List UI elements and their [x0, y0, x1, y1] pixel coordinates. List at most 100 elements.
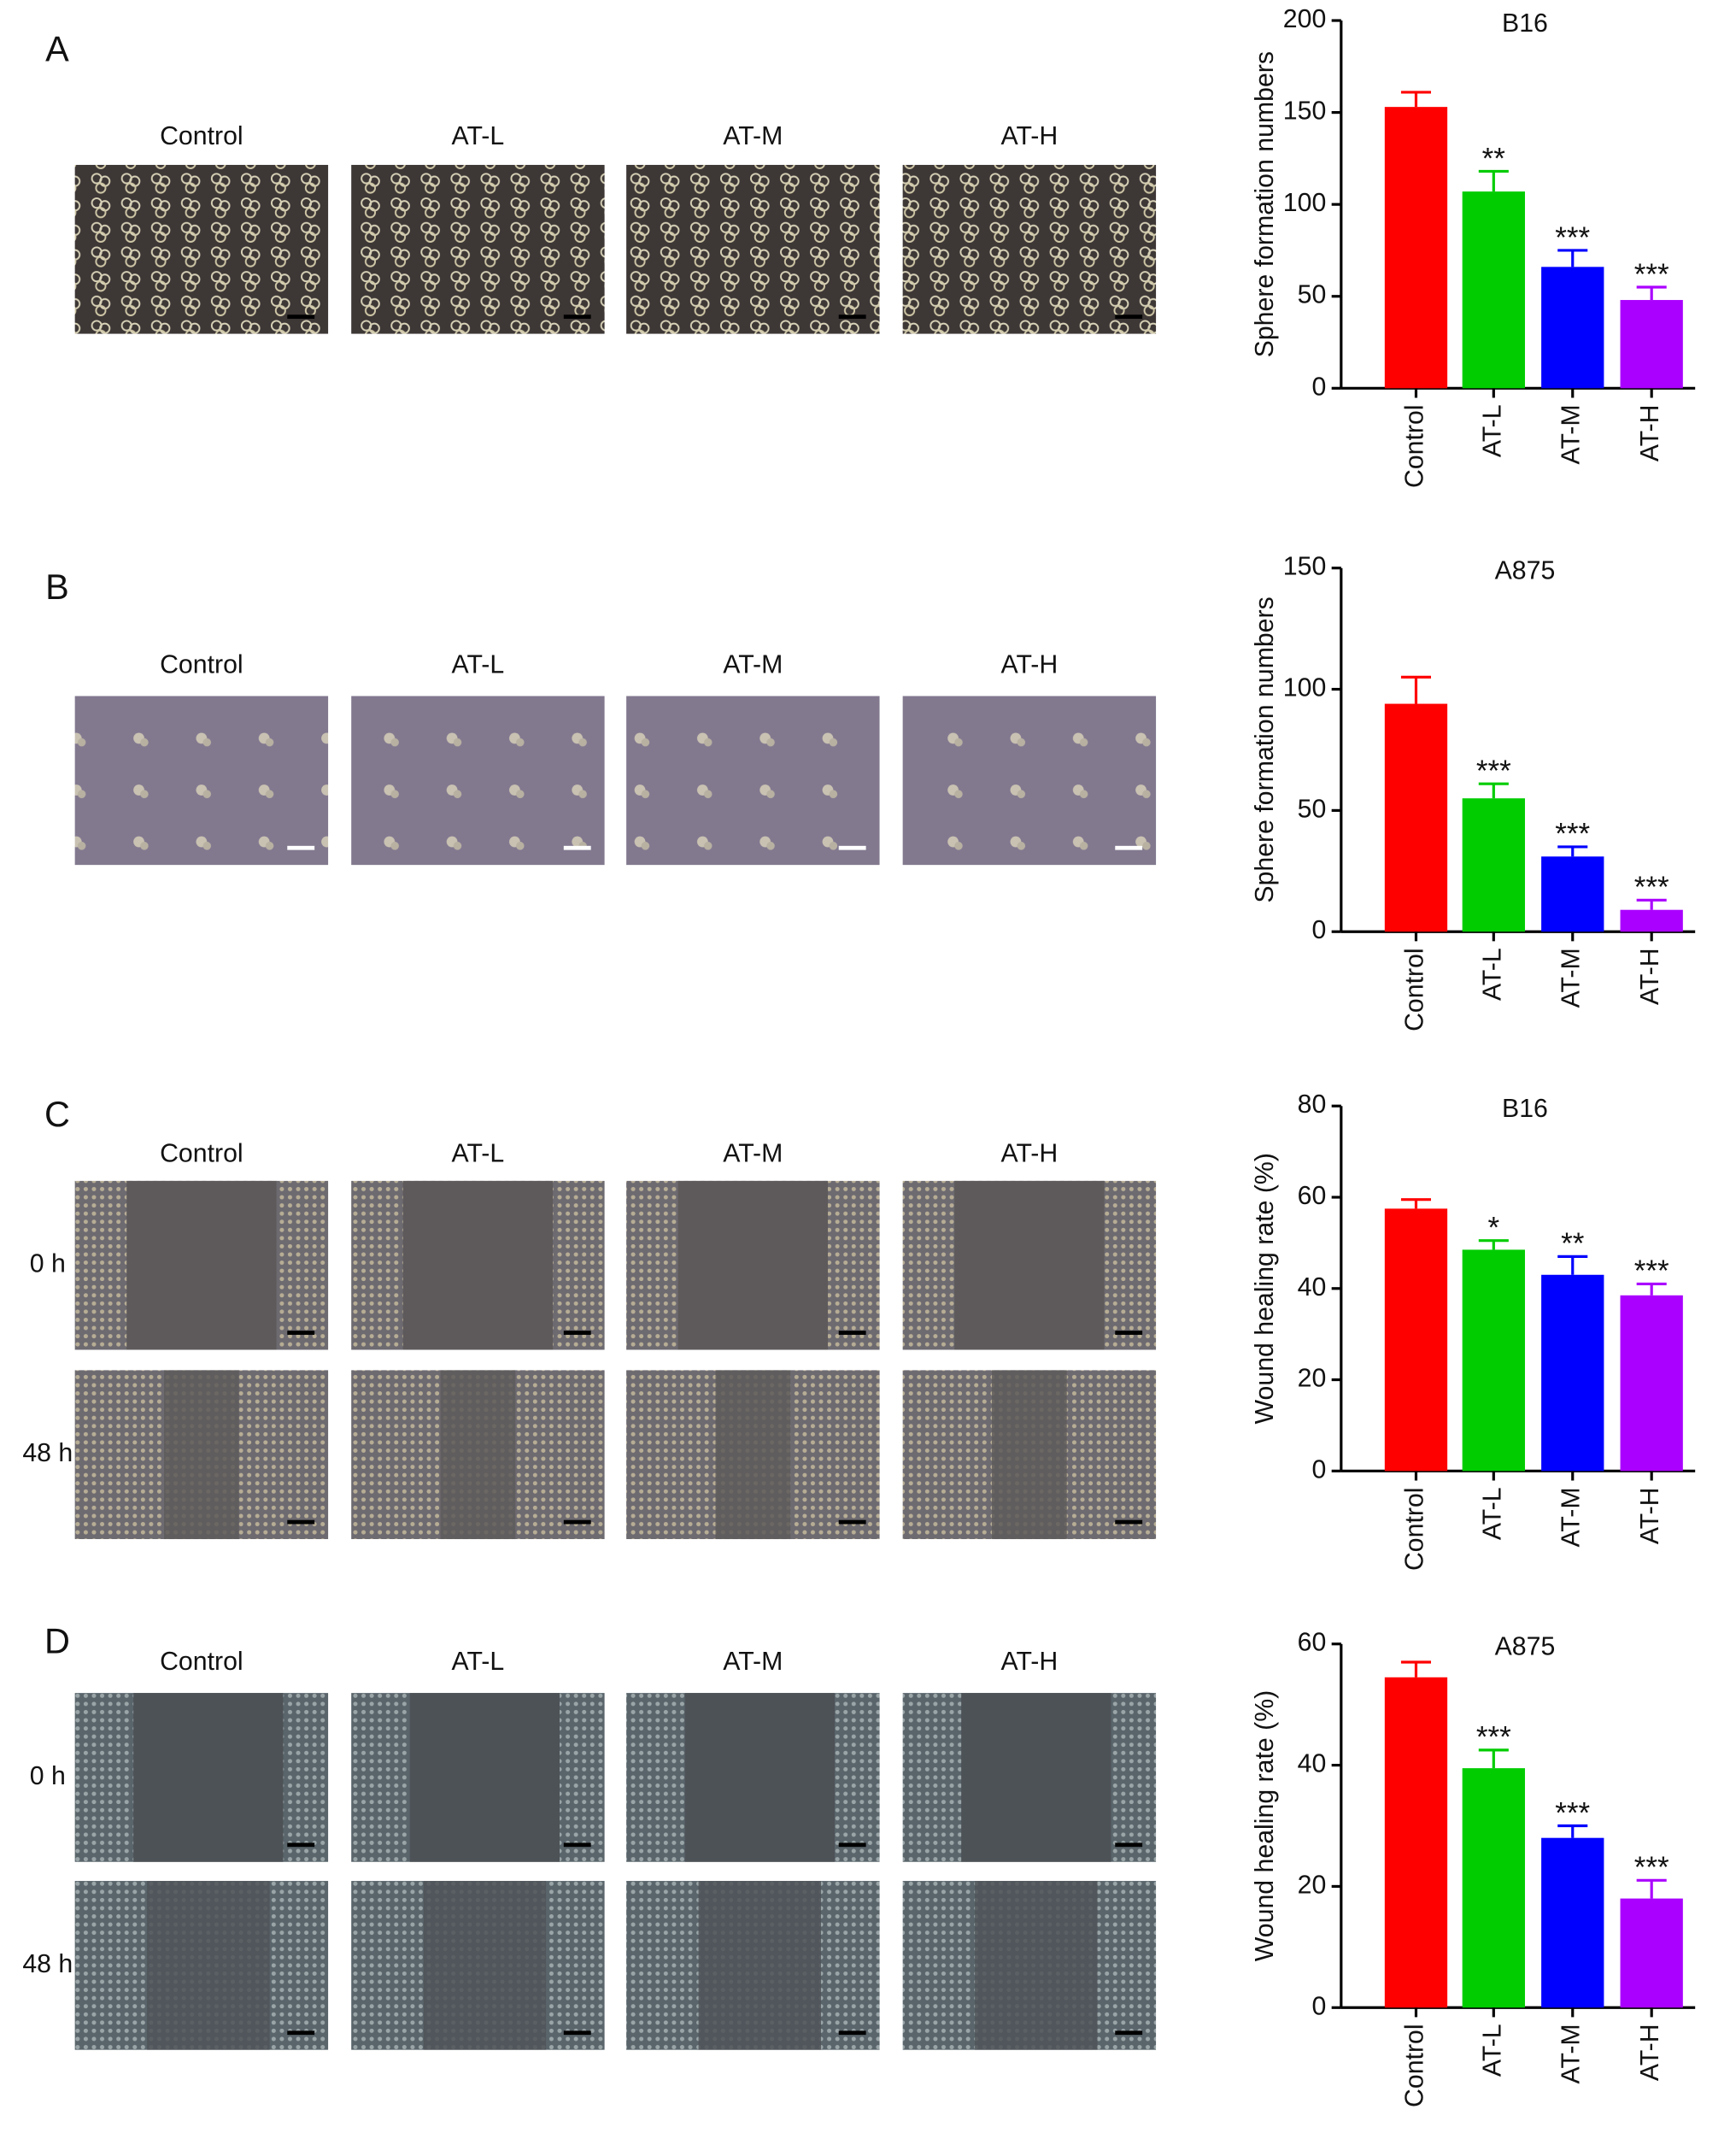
y-tick-label: 50 [1298, 281, 1327, 309]
wound-gap [961, 1693, 1111, 1862]
y-tick-label: 100 [1283, 674, 1327, 702]
y-tick-label: 0 [1311, 1455, 1326, 1484]
micrograph [626, 696, 880, 866]
bar [1620, 1898, 1683, 2008]
row-label: 48 h [22, 1439, 73, 1467]
scale-bar [838, 845, 866, 850]
column-label: AT-M [723, 1140, 783, 1168]
column-label: Control [160, 122, 243, 150]
wound-gap [402, 1180, 554, 1350]
y-tick-label: 150 [1283, 553, 1327, 581]
wound-gap [975, 1881, 1098, 2050]
y-tick-label: 20 [1298, 1871, 1327, 1899]
scale-bar [563, 314, 591, 320]
wound-gap [423, 1881, 547, 2050]
y-tick-label: 60 [1298, 1182, 1327, 1210]
y-tick-label: 20 [1298, 1365, 1327, 1393]
micrograph [74, 164, 329, 334]
scale-bar [838, 314, 866, 320]
bar [1620, 300, 1683, 389]
scale-bar [287, 2030, 315, 2036]
row-label: 0 h [30, 1250, 66, 1278]
y-tick-label: 200 [1283, 5, 1327, 33]
column-label: AT-L [452, 1648, 505, 1676]
micrograph [902, 164, 1157, 334]
scale-bar [1115, 1519, 1143, 1525]
significance: *** [1476, 1721, 1511, 1754]
chart-title: B16 [1502, 9, 1548, 38]
scale-bar [287, 845, 315, 850]
bar [1462, 798, 1525, 932]
y-tick-label: 0 [1311, 1992, 1326, 2020]
scale-bar [563, 1842, 591, 1848]
column-label: AT-H [1001, 122, 1059, 150]
panel-label: A [45, 29, 69, 69]
y-tick-label: 60 [1298, 1629, 1327, 1657]
wound-gap [992, 1370, 1067, 1540]
significance: *** [1634, 1851, 1669, 1884]
scale-bar [563, 1519, 591, 1525]
scale-bar [563, 2030, 591, 2036]
bar [1384, 703, 1448, 932]
significance: *** [1634, 258, 1669, 291]
bar [1541, 1837, 1604, 2008]
y-tick-label: 0 [1311, 373, 1326, 401]
significance: *** [1555, 1796, 1590, 1830]
column-label: Control [160, 650, 243, 679]
x-tick-label: AT-L [1478, 948, 1506, 1001]
column-label: AT-L [452, 122, 505, 150]
wound-gap [126, 1180, 277, 1350]
panel-label: D [44, 1621, 70, 1661]
x-tick-label: Control [1400, 1487, 1428, 1571]
micrograph [351, 696, 605, 866]
micrograph [351, 164, 605, 334]
column-label: AT-M [723, 1648, 783, 1676]
x-tick-label: Control [1400, 2024, 1428, 2107]
y-axis-label: Wound healing rate (%) [1251, 1690, 1279, 1961]
wound-gap [164, 1370, 239, 1540]
scale-bar [838, 1331, 866, 1335]
column-label: AT-L [452, 1140, 505, 1168]
y-tick-label: 150 [1283, 97, 1327, 126]
x-tick-label: Control [1400, 948, 1428, 1031]
bar [1541, 1274, 1604, 1472]
significance: *** [1555, 221, 1590, 255]
bar [1384, 1208, 1448, 1472]
bar [1384, 1677, 1448, 2008]
column-label: AT-M [723, 650, 783, 679]
bar [1462, 191, 1525, 389]
wound-gap [147, 1881, 270, 2050]
y-tick-label: 0 [1311, 916, 1326, 944]
x-tick-label: AT-M [1557, 404, 1586, 464]
wound-gap [684, 1693, 835, 1862]
chart-title: B16 [1502, 1095, 1548, 1123]
chart-title: A875 [1495, 556, 1556, 585]
y-axis-label: Wound healing rate (%) [1251, 1153, 1279, 1424]
row-label: 0 h [30, 1762, 66, 1790]
column-label: AT-H [1001, 650, 1059, 679]
significance: * [1487, 1212, 1499, 1245]
scale-bar [287, 1842, 315, 1848]
significance: *** [1476, 755, 1511, 788]
x-tick-label: AT-H [1636, 1487, 1664, 1544]
wound-gap [677, 1180, 828, 1350]
panel-label: C [44, 1094, 70, 1134]
y-tick-label: 40 [1298, 1273, 1327, 1302]
column-label: AT-H [1001, 1140, 1059, 1168]
significance: *** [1634, 871, 1669, 904]
y-axis-label: Sphere formation numbers [1251, 51, 1279, 357]
x-tick-label: AT-L [1478, 404, 1506, 457]
x-tick-label: AT-M [1557, 948, 1586, 1008]
scale-bar [563, 1331, 591, 1335]
row-label: 48 h [22, 1950, 73, 1978]
bar [1541, 856, 1604, 932]
x-tick-label: AT-H [1636, 404, 1664, 461]
wound-gap [698, 1881, 822, 2050]
column-label: Control [160, 1648, 243, 1676]
bar [1541, 267, 1604, 389]
significance: *** [1634, 1255, 1669, 1288]
scale-bar [838, 1842, 866, 1848]
column-label: AT-H [1001, 1648, 1059, 1676]
